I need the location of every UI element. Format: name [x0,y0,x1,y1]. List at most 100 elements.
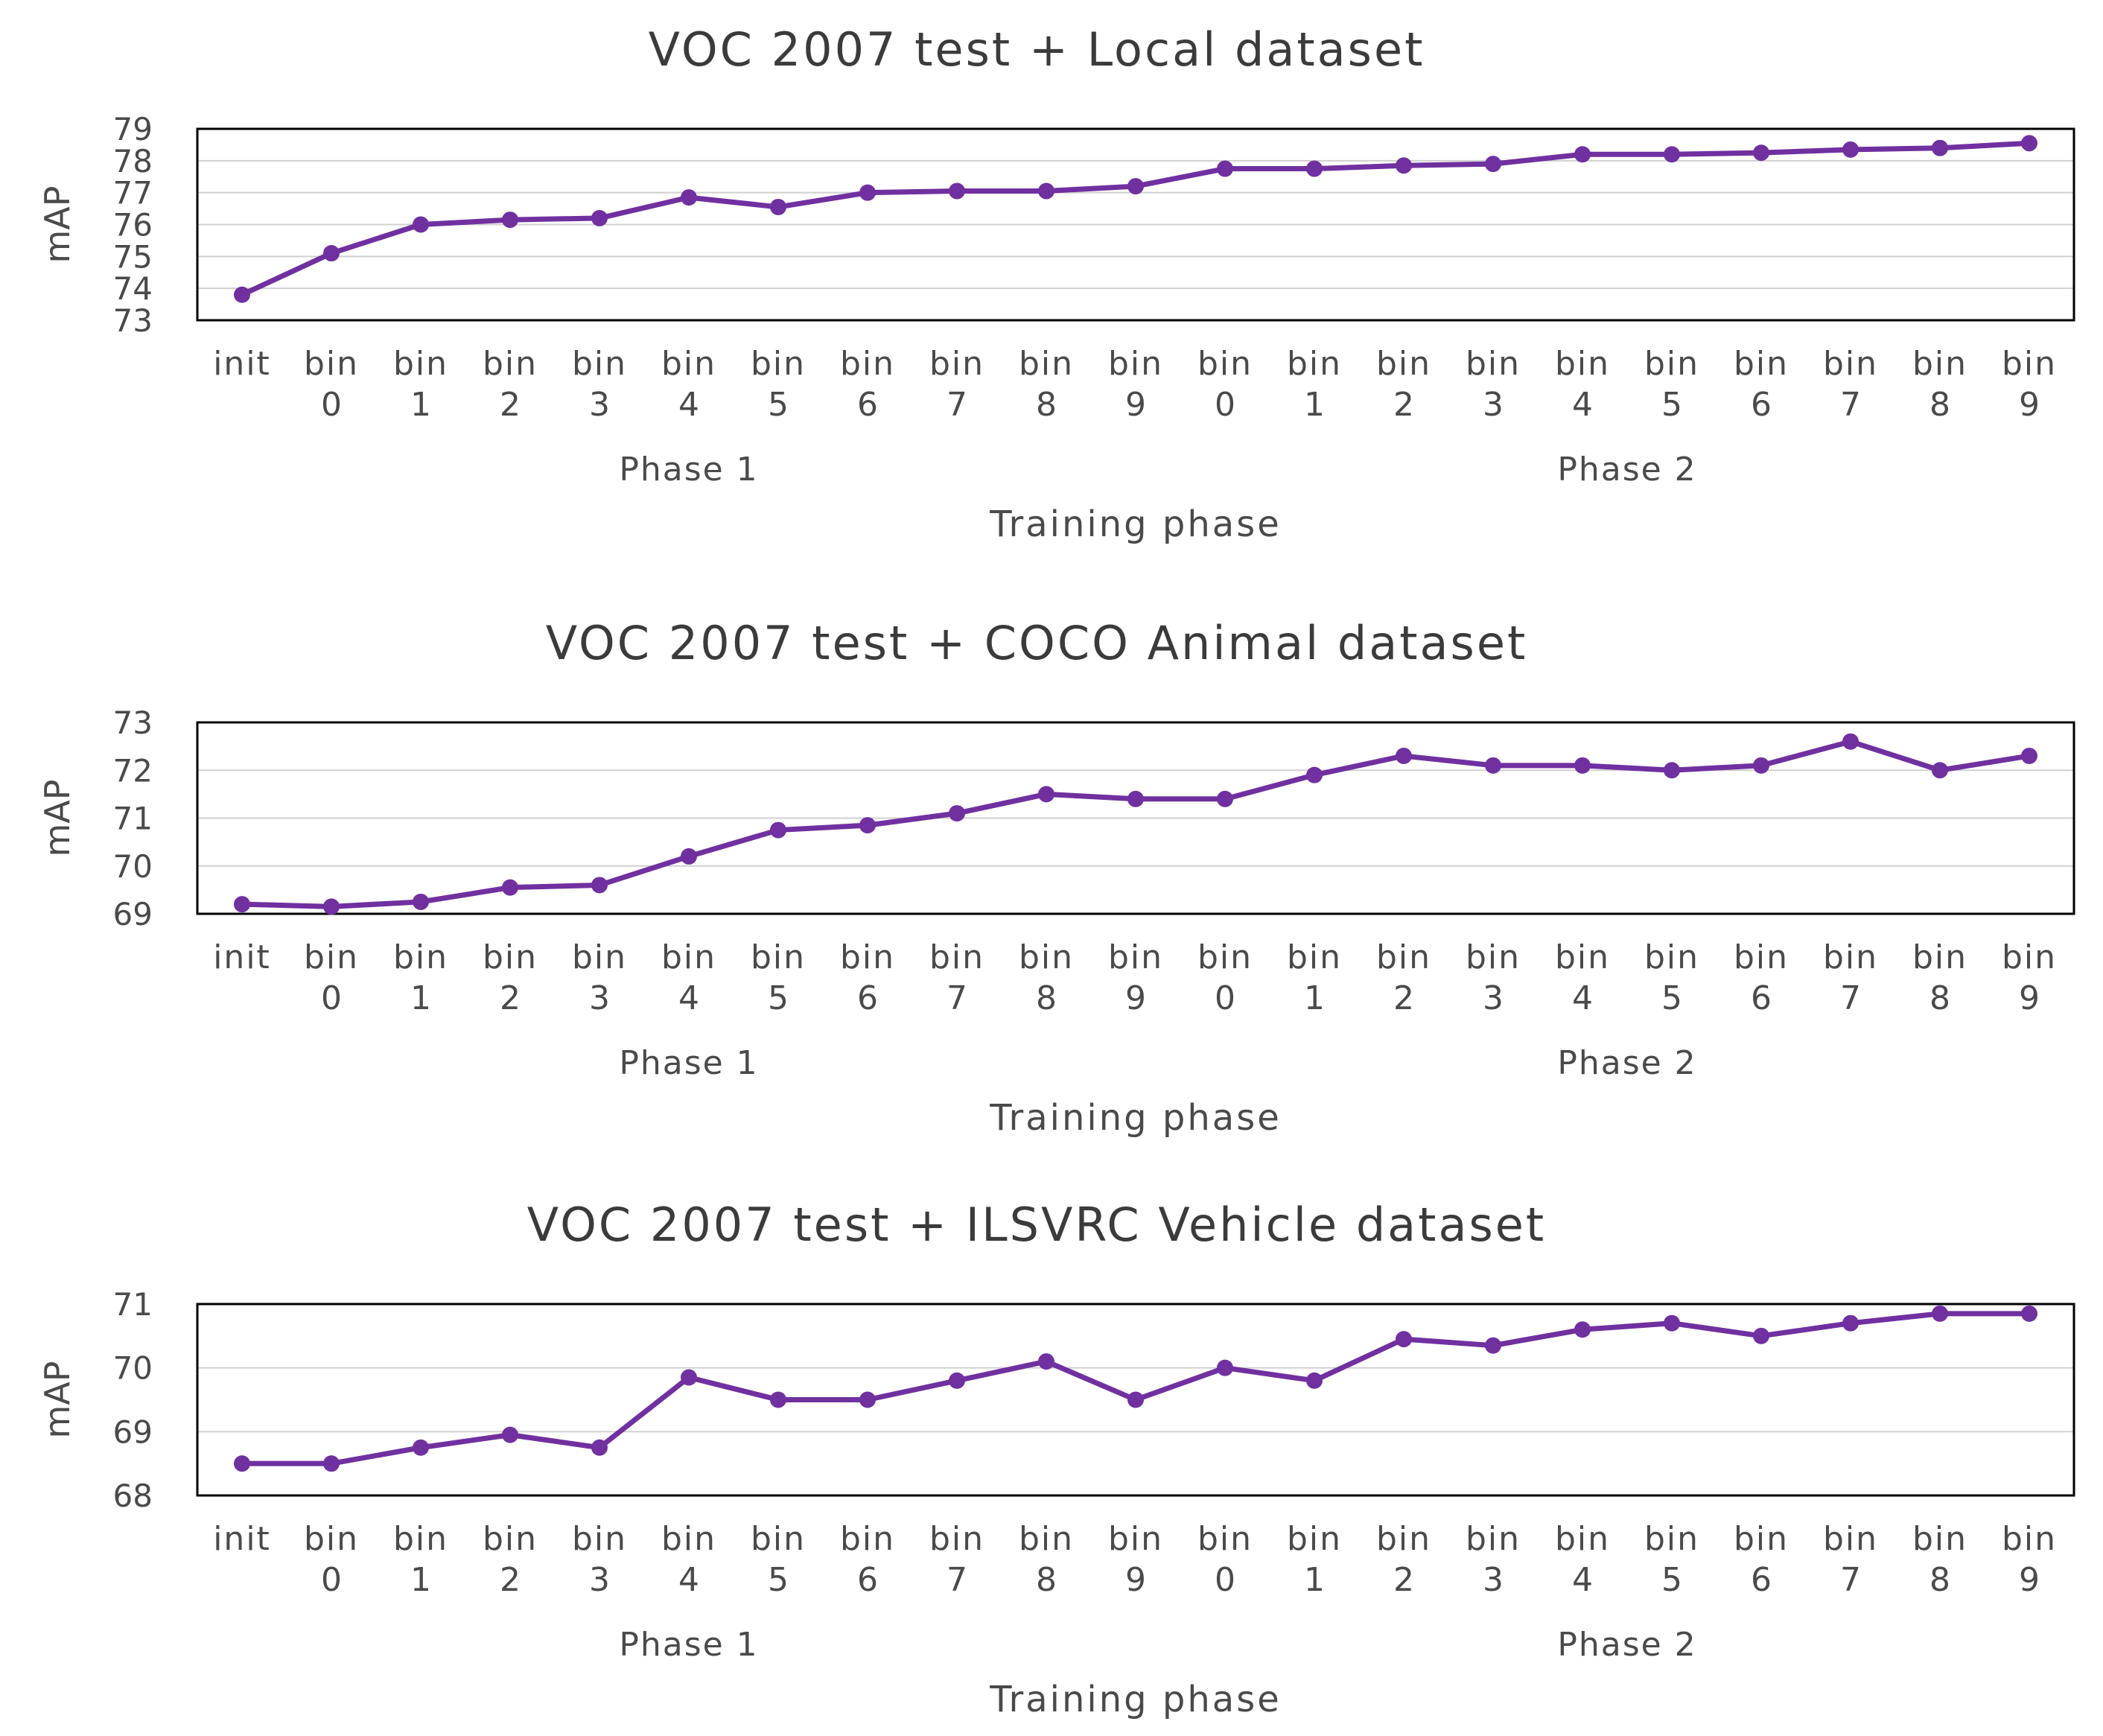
data-point [413,893,429,910]
x-tick-sublabel: 6 [1751,979,1772,1017]
y-tick-label: 70 [113,1350,153,1387]
data-point [1396,1331,1412,1348]
x-tick-sublabel: 9 [1125,979,1146,1017]
x-tick-sublabel: 4 [678,386,699,424]
data-point [770,821,786,839]
x-tick-sublabel: 6 [857,979,878,1017]
x-tick-label: bin [1197,1520,1253,1558]
data-point [1932,139,1948,156]
x-tick-label: bin [1376,345,1431,383]
x-tick-label: bin [840,1520,895,1558]
data-point [1485,156,1501,173]
x-tick-sublabel: 9 [1125,386,1146,424]
x-tick-label: init [213,345,271,383]
x-tick-label: bin [661,938,716,976]
chart-title: VOC 2007 test + Local dataset [649,22,1425,77]
x-tick-label: bin [1466,938,1521,976]
x-tick-label: bin [1466,345,1521,383]
x-tick-sublabel: 5 [1661,1561,1682,1599]
phase-label: Phase 1 [619,1044,758,1082]
x-tick-sublabel: 7 [946,386,967,424]
x-tick-sublabel: 4 [1572,1561,1593,1599]
y-tick-label: 79 [113,111,153,147]
data-point [1038,786,1054,803]
y-tick-label: 69 [113,1414,153,1450]
x-tick-sublabel: 0 [321,386,342,424]
data-point [1753,1327,1769,1344]
data-point [234,1455,250,1472]
data-point [1664,146,1680,163]
x-axis-label: Training phase [989,503,1282,545]
x-tick-sublabel: 8 [1929,386,1950,424]
x-tick-label: bin [1734,1520,1789,1558]
x-tick-sublabel: 3 [1483,979,1504,1017]
plot-frame [196,127,2075,322]
x-tick-sublabel: 2 [500,386,521,424]
data-point [859,184,876,201]
x-tick-sublabel: 0 [1215,386,1235,424]
data-point [234,286,250,303]
x-tick-label: bin [1019,345,1074,383]
phase-label: Phase 2 [1557,1626,1696,1664]
x-tick-label: bin [393,1520,448,1558]
data-point [681,1369,697,1386]
x-tick-label: bin [1287,345,1342,383]
x-tick-label: bin [1555,938,1610,976]
x-tick-sublabel: 6 [857,1561,878,1599]
x-tick-sublabel: 1 [410,1561,431,1599]
data-point [1485,757,1501,774]
y-tick-label: 69 [113,896,153,932]
x-tick-label: init [213,1520,271,1558]
data-point [949,182,965,200]
x-tick-sublabel: 6 [1751,1561,1772,1599]
y-tick-label: 76 [113,207,153,244]
x-axis-label: Training phase [989,1097,1282,1139]
x-tick-sublabel: 3 [589,1561,610,1599]
x-tick-label: bin [1734,938,1789,976]
x-tick-label: bin [840,938,895,976]
y-tick-label: 75 [113,238,153,275]
data-point [323,1455,340,1472]
x-tick-sublabel: 9 [1125,1561,1146,1599]
x-tick-label: bin [1823,1520,1878,1558]
x-tick-label: bin [1912,1520,1967,1558]
data-point [1306,1372,1323,1389]
data-point [1396,157,1412,174]
data-point [1842,1314,1859,1332]
data-point [1217,1359,1233,1376]
x-tick-sublabel: 3 [1483,386,1504,424]
data-point [949,805,965,822]
data-point [859,1391,876,1408]
x-tick-label: bin [1734,345,1789,383]
x-tick-label: bin [1644,938,1699,976]
data-point [859,817,876,834]
data-point [681,848,697,865]
x-tick-label: bin [1555,1520,1610,1558]
data-point [1932,1305,1948,1322]
x-tick-label: bin [2002,938,2057,976]
x-tick-label: bin [1912,938,1967,976]
data-point [1038,1353,1054,1370]
x-tick-label: bin [929,345,984,383]
x-tick-sublabel: 1 [410,386,431,424]
x-tick-sublabel: 0 [1215,979,1235,1017]
data-point [1842,733,1859,750]
x-tick-label: bin [1197,345,1253,383]
x-tick-label: bin [1108,1520,1163,1558]
plot-frame [196,721,2075,915]
y-axis-label: mAP [37,185,77,263]
x-tick-sublabel: 7 [1840,1561,1861,1599]
x-tick-sublabel: 6 [1751,386,1772,424]
data-point [591,209,608,226]
data-point [502,1426,518,1443]
x-tick-sublabel: 0 [1215,1561,1235,1599]
data-point [1306,160,1323,177]
x-tick-sublabel: 4 [678,1561,699,1599]
y-tick-label: 74 [113,270,153,307]
x-tick-sublabel: 4 [678,979,699,1017]
x-tick-label: bin [304,345,359,383]
x-tick-sublabel: 0 [321,1561,342,1599]
x-tick-sublabel: 7 [1840,386,1861,424]
y-tick-label: 73 [113,302,153,339]
